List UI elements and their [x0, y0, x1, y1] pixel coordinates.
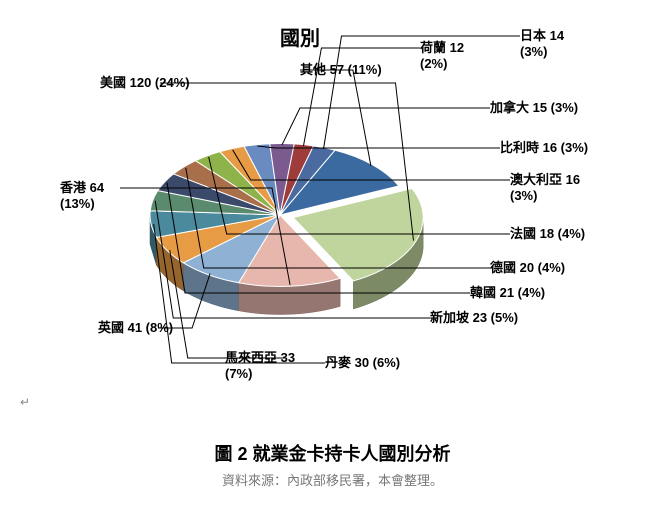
slice-label-丹麥: 丹麥 30 (6%) — [325, 355, 400, 371]
slice-label-澳大利亞: 澳大利亞 16(3%) — [510, 172, 580, 205]
slice-label-日本: 日本 14(3%) — [520, 28, 564, 61]
slice-label-比利時: 比利時 16 (3%) — [500, 140, 588, 156]
slice-label-美國: 美國 120 (24%) — [100, 75, 190, 91]
slice-label-香港: 香港 64(13%) — [60, 180, 104, 213]
slice-label-加拿大: 加拿大 15 (3%) — [490, 100, 578, 116]
slice-label-荷蘭: 荷蘭 12(2%) — [420, 40, 464, 73]
slice-label-馬來西亞: 馬來西亞 33(7%) — [225, 350, 295, 383]
slice-label-德國: 德國 20 (4%) — [490, 260, 565, 276]
slice-label-韓國: 韓國 21 (4%) — [470, 285, 545, 301]
slice-label-英國: 英國 41 (8%) — [98, 320, 173, 336]
pie-chart: 國別 其他 57 (11%) 美國 120 (24%) 香港 64(13%) 英國 4… — [0, 0, 665, 420]
slice-label-法國: 法國 18 (4%) — [510, 226, 585, 242]
paragraph-mark: ↵ — [20, 395, 30, 409]
figure-title: 圖 2 就業金卡持卡人國別分析 — [0, 440, 665, 466]
chart-title: 國別 — [280, 22, 320, 51]
slice-label-其他: 其他 57 (11%) — [300, 62, 382, 78]
slice-label-新加坡: 新加坡 23 (5%) — [430, 310, 518, 326]
figure-caption: 圖 2 就業金卡持卡人國別分析 資料來源：內政部移民署，本會整理。 — [0, 440, 665, 489]
figure-source: 資料來源：內政部移民署，本會整理。 — [0, 470, 665, 489]
